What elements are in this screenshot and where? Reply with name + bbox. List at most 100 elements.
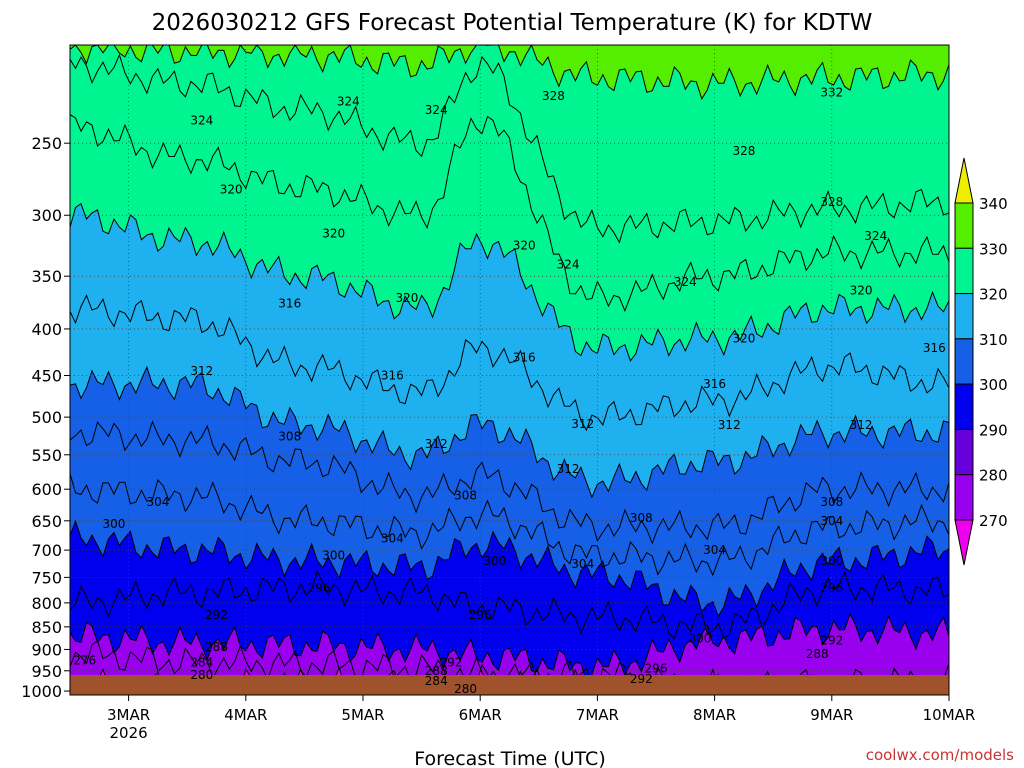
colorbar-level-label: 280 — [979, 467, 1008, 485]
contour-line-300 — [70, 519, 949, 618]
y-tick-label: 950 — [31, 662, 62, 681]
contour-line-304 — [70, 473, 949, 577]
y-tick-label: 450 — [31, 366, 62, 385]
credit-text[interactable]: coolwx.com/models — [866, 746, 1014, 764]
contour-line-296 — [70, 569, 949, 640]
y-axis: 250 300 350 400 450 500 550 600 650 700 750 800 850 9… — [21, 134, 70, 701]
contour-line-312 — [70, 365, 949, 499]
contour-label: 328 — [542, 89, 565, 103]
contour-line-320 — [70, 202, 949, 362]
contour-label: 304 — [703, 543, 726, 557]
contour-label: 296 — [820, 581, 843, 595]
contour-label: 320 — [395, 291, 418, 305]
colorbar-segment — [954, 293, 974, 340]
contour-label: 308 — [278, 429, 301, 443]
contour-label: 304 — [381, 532, 404, 546]
plot-frame — [69, 44, 950, 696]
colorbar-level-label: 300 — [979, 376, 1008, 394]
colorbar-bottom-arrow — [954, 519, 974, 566]
surface-ground-band — [70, 675, 949, 695]
colorbar-segment — [954, 383, 974, 430]
contour-line-328 — [70, 53, 949, 244]
contour-label: 328 — [820, 195, 843, 209]
x-tick-label: 7MAR — [576, 706, 619, 724]
x-tick-label: 8MAR — [693, 706, 736, 724]
x-tick-label: 5MAR — [341, 706, 384, 724]
x-axis-title: Forecast Time (UTC) — [414, 748, 605, 768]
y-tick-label: 250 — [31, 134, 62, 153]
contour-label: 320 — [850, 284, 873, 298]
contour-label: 312 — [425, 437, 448, 451]
contour-label: 292 — [205, 608, 228, 622]
contour-label: 312 — [571, 417, 594, 431]
contour-label: 308 — [630, 511, 653, 525]
contour-label: 300 — [483, 554, 506, 568]
contour-label: 312 — [718, 418, 741, 432]
y-tick-label: 900 — [31, 640, 62, 659]
contour-label: 288 — [806, 647, 829, 661]
contour-label: 320 — [220, 182, 243, 196]
contour-label: 304 — [571, 557, 594, 571]
contour-label: 300 — [102, 517, 125, 531]
band-fill-332 — [70, 45, 949, 99]
contour-label: 316 — [381, 368, 404, 382]
contour-label: 316 — [923, 341, 946, 355]
contour-label: 320 — [732, 332, 755, 346]
contour-label: 312 — [190, 364, 213, 378]
colorbar-segment — [954, 428, 974, 476]
contour-label: 324 — [425, 103, 448, 117]
contour-label: 280 — [190, 668, 213, 682]
chart-title: 2026030212 GFS Forecast Potential Temper… — [152, 10, 873, 36]
contour-label: 324 — [190, 113, 213, 127]
y-tick-label: 1000 — [21, 682, 62, 701]
y-tick-label: 650 — [31, 512, 62, 531]
contour-label: 324 — [337, 95, 360, 109]
contour-label: 316 — [513, 351, 536, 365]
contour-label: 328 — [732, 144, 755, 158]
contour-label: 332 — [820, 86, 843, 100]
colorbar-segment — [954, 247, 974, 295]
colorbar-level-label: 270 — [979, 512, 1008, 530]
y-tick-label: 500 — [31, 408, 62, 427]
x-tick-label: 3MAR — [107, 706, 150, 724]
contour-label: 296 — [469, 608, 492, 622]
colorbar-level-label: 340 — [979, 195, 1008, 213]
contour-label: 292 — [439, 655, 462, 669]
colorbar-level-label: 320 — [979, 286, 1008, 304]
contour-label: 288 — [205, 640, 228, 654]
contour-label: 284 — [190, 655, 213, 669]
x-tick-label: 4MAR — [224, 706, 267, 724]
contour-labels: 324 324 328 332 324 320 328 328 320 320 324 324 320 3… — [73, 86, 946, 696]
contour-label: 324 — [674, 275, 697, 289]
colorbar-level-label: 290 — [979, 421, 1008, 439]
colorbar-level-label: 310 — [979, 331, 1008, 349]
y-tick-label: 550 — [31, 446, 62, 465]
x-tick-label: 9MAR — [810, 706, 853, 724]
contour-line-316 — [70, 294, 949, 432]
contour-label: 276 — [73, 653, 96, 667]
y-tick-label: 750 — [31, 568, 62, 587]
y-tick-label: 300 — [31, 206, 62, 225]
contour-label: 288 — [425, 664, 448, 678]
contour-label: 312 — [850, 418, 873, 432]
contour-line-308 — [70, 420, 949, 545]
colorbar-top-arrow — [954, 157, 974, 204]
y-tick-label: 350 — [31, 267, 62, 286]
contour-label: 304 — [820, 514, 843, 528]
contour-label: 292 — [630, 672, 653, 686]
contour-label: 320 — [322, 226, 345, 240]
contour-label: 296 — [308, 581, 331, 595]
band-fill-328 — [70, 45, 949, 243]
contour-line-324 — [70, 114, 949, 313]
contour-label: 300 — [322, 549, 345, 563]
y-tick-label: 400 — [31, 320, 62, 339]
colorbar-segment — [954, 474, 974, 521]
y-tick-label: 800 — [31, 594, 62, 613]
contour-label: 324 — [557, 258, 580, 272]
contour-label: 296 — [645, 662, 668, 676]
colorbar-segment — [954, 202, 974, 249]
contour-label: 280 — [454, 682, 477, 696]
x-tick-label: 10MAR — [923, 706, 976, 724]
